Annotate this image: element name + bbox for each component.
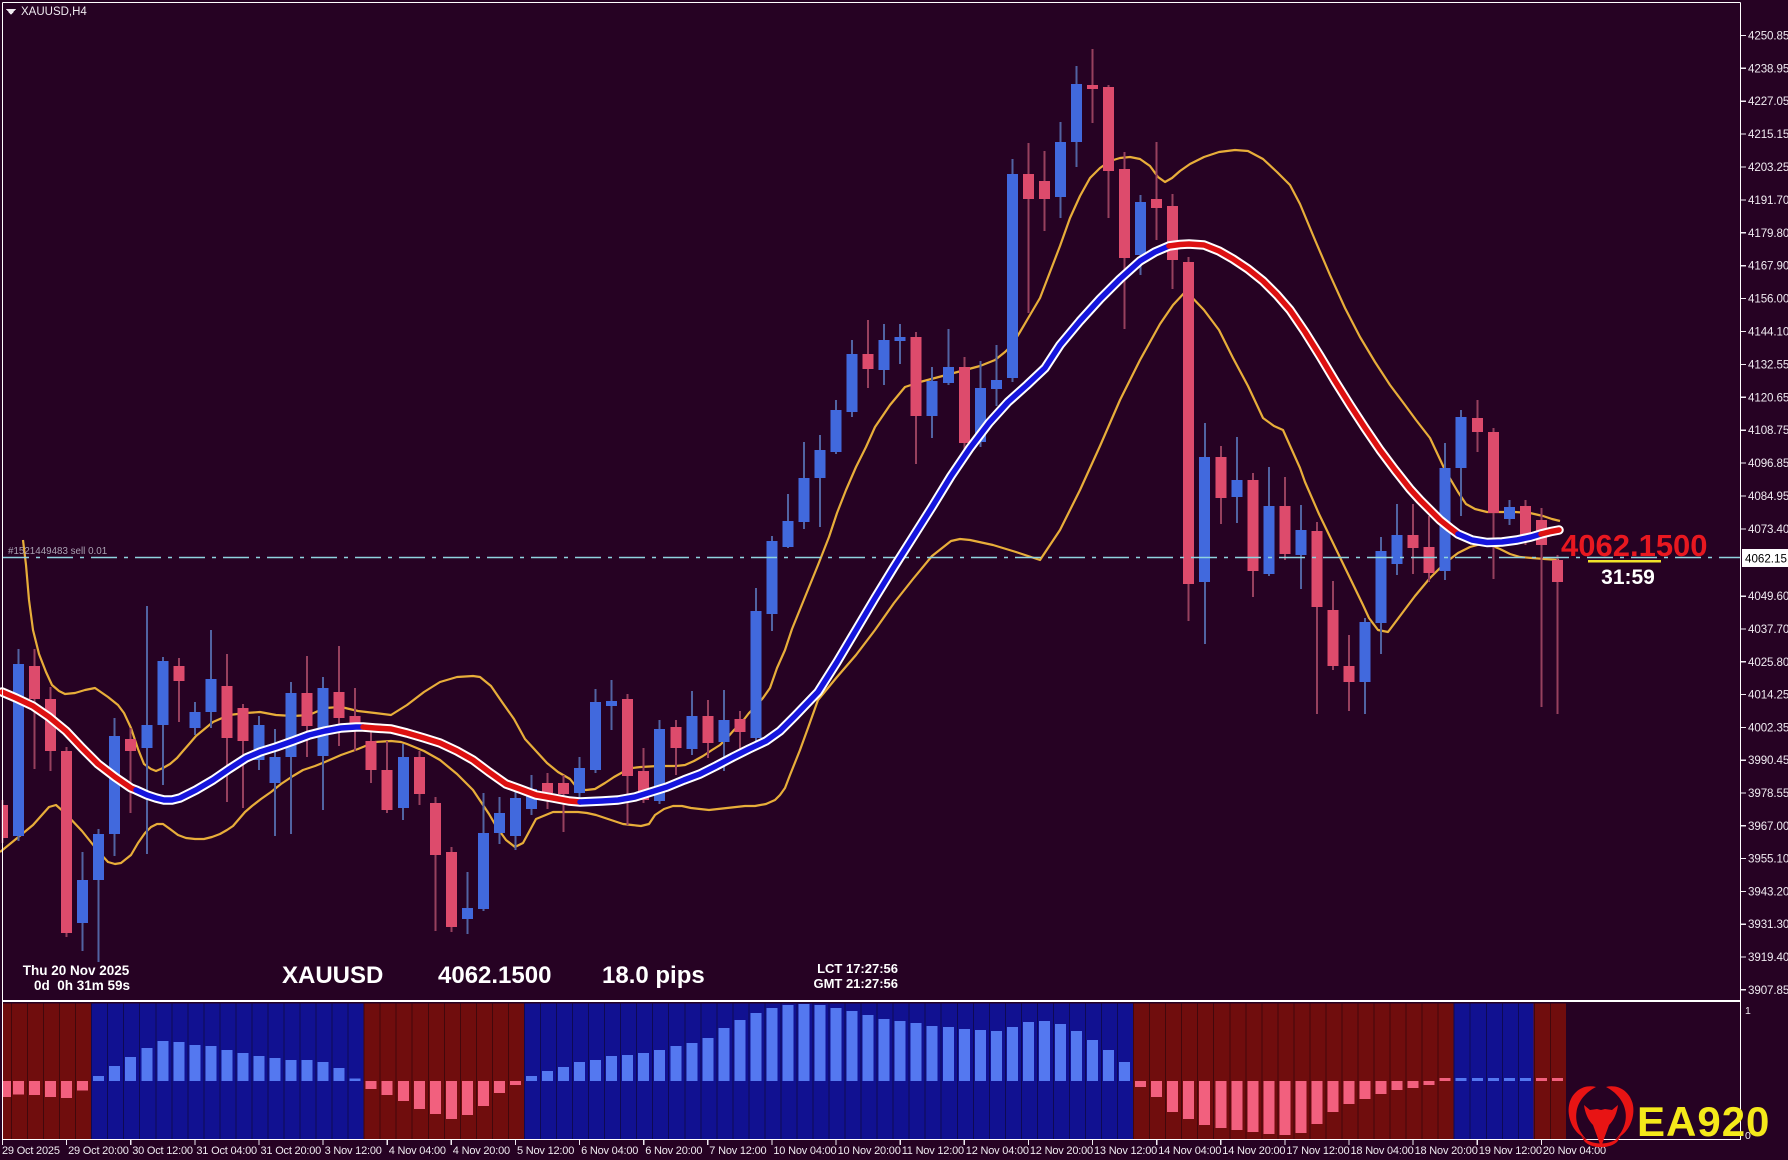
svg-text:EA920: EA920 (1637, 1098, 1770, 1145)
svg-text:17 Nov 12:00: 17 Nov 12:00 (1286, 1145, 1349, 1157)
svg-text:4238.95: 4238.95 (1748, 62, 1788, 75)
svg-text:4108.75: 4108.75 (1748, 424, 1788, 437)
svg-text:4215.15: 4215.15 (1748, 128, 1788, 141)
svg-text:4191.70: 4191.70 (1748, 194, 1788, 207)
svg-text:10 Nov 20:00: 10 Nov 20:00 (838, 1145, 901, 1157)
svg-text:3990.45: 3990.45 (1748, 754, 1788, 767)
svg-text:4179.80: 4179.80 (1748, 227, 1788, 240)
svg-text:29 Oct 2025: 29 Oct 2025 (2, 1145, 60, 1157)
svg-text:LCT 17:27:56: LCT 17:27:56 (817, 961, 898, 976)
svg-text:4203.25: 4203.25 (1748, 161, 1788, 174)
svg-text:4132.55: 4132.55 (1748, 358, 1788, 371)
svg-text:3919.40: 3919.40 (1748, 951, 1788, 964)
svg-text:4084.95: 4084.95 (1748, 490, 1788, 503)
svg-text:4144.10: 4144.10 (1748, 326, 1788, 339)
svg-text:4227.05: 4227.05 (1748, 95, 1788, 108)
svg-text:4037.70: 4037.70 (1748, 623, 1788, 636)
svg-text:20 Nov 04:00: 20 Nov 04:00 (1543, 1145, 1606, 1157)
svg-text:4002.35: 4002.35 (1748, 721, 1788, 734)
svg-text:4025.80: 4025.80 (1748, 656, 1788, 669)
svg-text:3931.30: 3931.30 (1748, 918, 1788, 931)
svg-text:1: 1 (1745, 1005, 1751, 1017)
svg-text:3943.20: 3943.20 (1748, 885, 1788, 898)
svg-text:3955.10: 3955.10 (1748, 853, 1788, 866)
svg-text:GMT 21:27:56: GMT 21:27:56 (813, 976, 898, 991)
svg-text:3978.55: 3978.55 (1748, 787, 1788, 800)
svg-text:4062.1500: 4062.1500 (1561, 528, 1708, 563)
svg-text:4 Nov 20:00: 4 Nov 20:00 (453, 1145, 510, 1157)
svg-text:3967.00: 3967.00 (1748, 820, 1788, 833)
svg-text:4073.40: 4073.40 (1748, 523, 1788, 536)
svg-text:14 Nov 20:00: 14 Nov 20:00 (1222, 1145, 1285, 1157)
svg-text:4156.00: 4156.00 (1748, 293, 1788, 306)
svg-text:10 Nov 04:00: 10 Nov 04:00 (773, 1145, 836, 1157)
svg-text:6 Nov 04:00: 6 Nov 04:00 (581, 1145, 638, 1157)
svg-text:4062.15: 4062.15 (1745, 553, 1787, 566)
svg-text:7 Nov 12:00: 7 Nov 12:00 (709, 1145, 766, 1157)
svg-text:5 Nov 12:00: 5 Nov 12:00 (517, 1145, 574, 1157)
svg-text:4120.65: 4120.65 (1748, 391, 1788, 404)
svg-text:#1521449483 sell 0.01: #1521449483 sell 0.01 (8, 546, 107, 557)
svg-text:3 Nov 12:00: 3 Nov 12:00 (325, 1145, 382, 1157)
svg-text:31:59: 31:59 (1601, 566, 1655, 589)
svg-text:4096.85: 4096.85 (1748, 457, 1788, 470)
svg-text:Thu 20 Nov 2025: Thu 20 Nov 2025 (23, 963, 130, 978)
svg-text:30 Oct 12:00: 30 Oct 12:00 (132, 1145, 193, 1157)
svg-text:18 Nov 20:00: 18 Nov 20:00 (1415, 1145, 1478, 1157)
svg-text:12 Nov 04:00: 12 Nov 04:00 (966, 1145, 1029, 1157)
svg-text:4062.1500: 4062.1500 (438, 962, 551, 989)
svg-text:11 Nov 12:00: 11 Nov 12:00 (902, 1145, 964, 1157)
svg-text:18.0 pips: 18.0 pips (602, 962, 705, 989)
svg-text:4167.90: 4167.90 (1748, 260, 1788, 273)
svg-text:4 Nov 04:00: 4 Nov 04:00 (389, 1145, 446, 1157)
svg-text:4250.85: 4250.85 (1748, 29, 1788, 42)
svg-text:XAUUSD,H4: XAUUSD,H4 (21, 6, 87, 18)
svg-text:4014.25: 4014.25 (1748, 689, 1788, 702)
svg-text:31 Oct 20:00: 31 Oct 20:00 (261, 1145, 322, 1157)
svg-text:31 Oct 04:00: 31 Oct 04:00 (196, 1145, 257, 1157)
svg-text:XAUUSD: XAUUSD (282, 962, 383, 989)
svg-text:14 Nov 04:00: 14 Nov 04:00 (1158, 1145, 1221, 1157)
svg-text:6 Nov 20:00: 6 Nov 20:00 (645, 1145, 702, 1157)
svg-text:29 Oct 20:00: 29 Oct 20:00 (68, 1145, 129, 1157)
svg-text:18 Nov 04:00: 18 Nov 04:00 (1351, 1145, 1414, 1157)
svg-text:0: 0 (1745, 1130, 1751, 1142)
svg-text:13 Nov 12:00: 13 Nov 12:00 (1094, 1145, 1157, 1157)
svg-text:0d 0h 31m 59s: 0d 0h 31m 59s (34, 978, 130, 993)
svg-text:3907.85: 3907.85 (1748, 984, 1788, 997)
svg-text:19 Nov 12:00: 19 Nov 12:00 (1479, 1145, 1542, 1157)
svg-text:4049.60: 4049.60 (1748, 590, 1788, 603)
svg-text:12 Nov 20:00: 12 Nov 20:00 (1030, 1145, 1093, 1157)
